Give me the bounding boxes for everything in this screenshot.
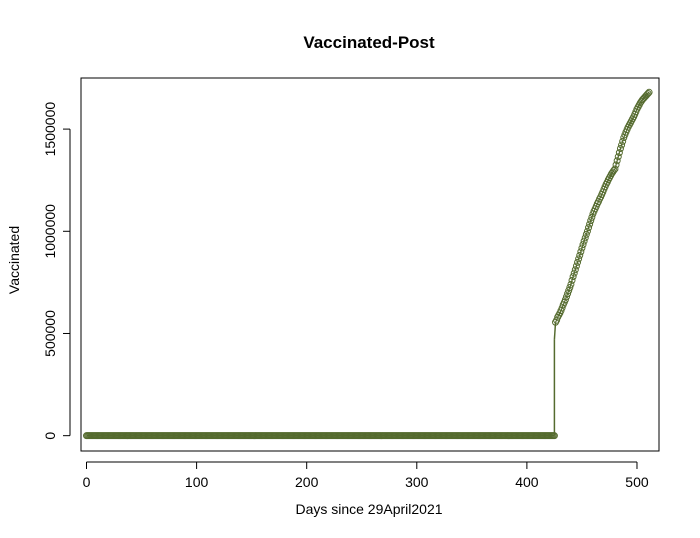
data-point (563, 293, 571, 301)
data-point (587, 217, 595, 225)
data-point (564, 290, 572, 298)
data-point (572, 262, 580, 270)
data-point (569, 273, 577, 281)
y-tick-label: 500000 (42, 310, 58, 357)
data-point (574, 258, 582, 266)
plot-frame (80, 77, 660, 452)
data-point (614, 153, 622, 161)
data-point (619, 137, 627, 145)
data-point (581, 234, 589, 242)
data-point (561, 296, 569, 304)
data-point (644, 90, 652, 98)
data-point (613, 157, 621, 165)
data-point (568, 276, 576, 284)
x-tick-label: 400 (515, 474, 539, 490)
y-tick-label: 1500000 (42, 102, 58, 157)
data-point (582, 230, 590, 238)
data-point (615, 149, 623, 157)
data-point (577, 248, 585, 256)
data-point (585, 224, 593, 232)
data-point (570, 269, 578, 277)
y-axis: 0 500000 1000000 1500000 (42, 102, 71, 440)
x-tick-label: 200 (295, 474, 319, 490)
data-point (576, 251, 584, 259)
x-tick-label: 100 (185, 474, 209, 490)
series-vaccinated (83, 88, 653, 440)
data-point (580, 237, 588, 245)
data-point (575, 255, 583, 263)
data-point (579, 241, 587, 249)
data-point (586, 220, 594, 228)
data-point (566, 283, 574, 291)
data-point (567, 280, 575, 288)
x-tick-label: 0 (83, 474, 91, 490)
data-point (565, 287, 573, 295)
data-point (618, 141, 626, 149)
data-point (583, 227, 591, 235)
x-tick-label: 300 (405, 474, 429, 490)
y-tick-label: 0 (42, 432, 58, 440)
data-point (612, 161, 620, 169)
chart-title: Vaccinated-Post (303, 33, 435, 52)
x-axis: 0 100 200 300 400 500 (83, 461, 649, 490)
data-point (571, 266, 579, 274)
y-axis-label: Vaccinated (6, 226, 22, 294)
data-point (588, 213, 596, 221)
x-tick-label: 500 (625, 474, 649, 490)
data-point (645, 88, 653, 96)
data-point (611, 165, 619, 173)
y-tick-label: 1000000 (42, 204, 58, 259)
data-point (616, 145, 624, 153)
data-point (578, 244, 586, 252)
x-axis-label: Days since 29April2021 (295, 501, 442, 517)
